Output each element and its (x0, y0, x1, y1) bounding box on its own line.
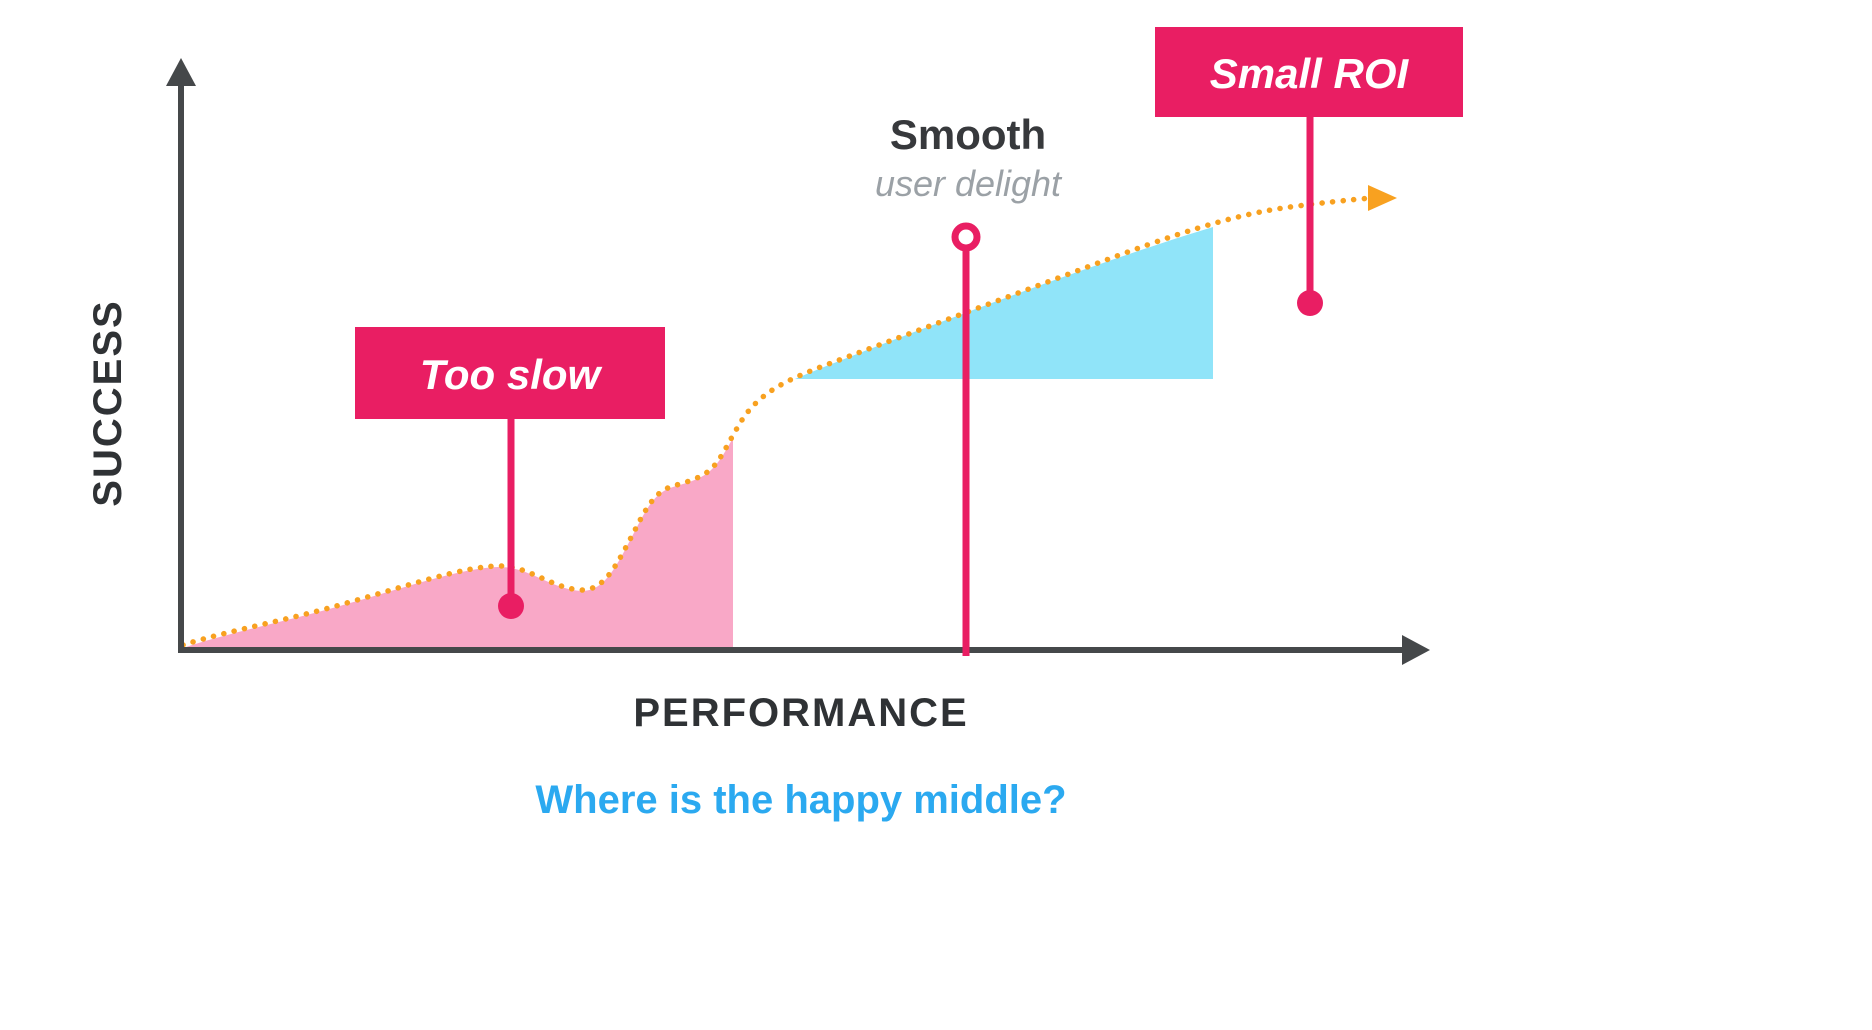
y-axis-arrow-icon (166, 58, 196, 86)
x-axis-arrow-icon (1402, 635, 1430, 665)
small-roi-flag-box (1155, 27, 1463, 117)
too-slow-area (183, 438, 733, 648)
small-roi-dot (1297, 290, 1323, 316)
curve-arrow-icon (1368, 185, 1397, 211)
small-roi-label: Small ROI (1210, 50, 1410, 97)
smooth-sublabel: user delight (875, 163, 1063, 204)
y-axis-label: SUCCESS (86, 299, 130, 506)
smooth-area (795, 227, 1213, 379)
smooth-marker-open-circle (951, 222, 981, 252)
x-axis-label: PERFORMANCE (633, 691, 968, 735)
smooth-label: Smooth (890, 111, 1046, 158)
too-slow-label: Too slow (420, 351, 603, 398)
performance-curve (180, 195, 1375, 648)
too-slow-flag-box (355, 327, 665, 419)
too-slow-dot (498, 593, 524, 619)
chart-caption: Where is the happy middle? (535, 778, 1066, 822)
